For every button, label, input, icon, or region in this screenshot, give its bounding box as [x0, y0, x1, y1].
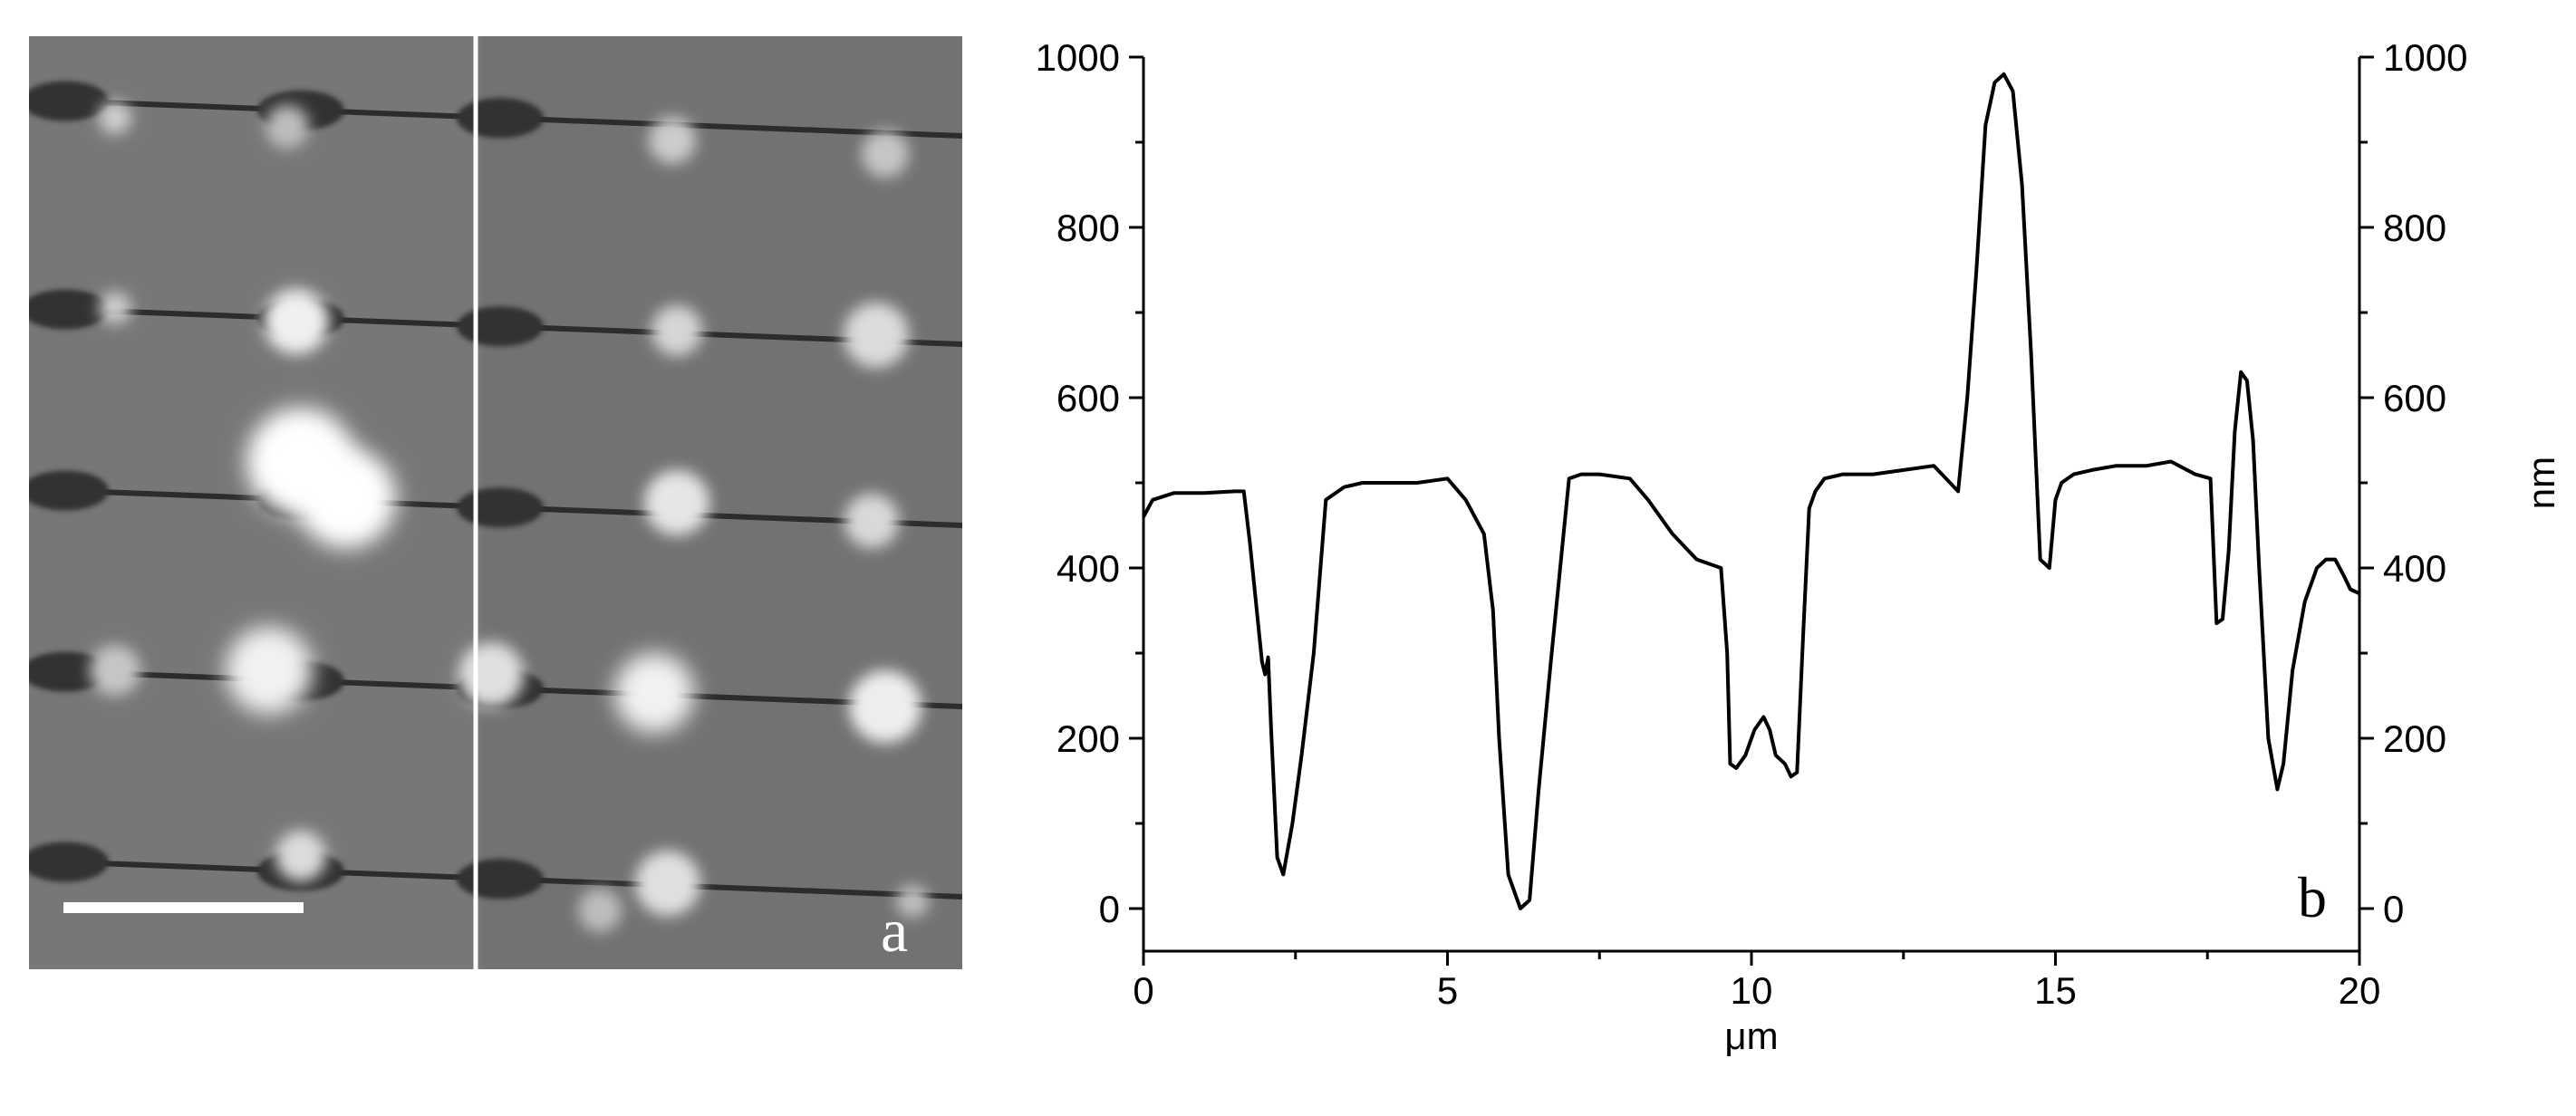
afm-dark-node	[29, 81, 109, 121]
afm-dark-node	[457, 859, 544, 900]
afm-particle	[635, 851, 700, 916]
afm-particle	[649, 117, 696, 164]
afm-particle	[275, 831, 326, 881]
afm-dark-node	[29, 470, 109, 511]
afm-dark-node	[29, 842, 109, 882]
afm-dark-node	[457, 306, 544, 347]
afm-particle	[862, 130, 909, 178]
afm-particle	[614, 653, 694, 733]
afm-particle	[844, 303, 909, 368]
afm-dark-node	[457, 487, 544, 528]
x-tick-label: 15	[2034, 969, 2077, 1012]
afm-dark-node	[29, 289, 109, 330]
left-y-tick-label: 600	[1056, 377, 1120, 419]
afm-particle	[296, 448, 396, 548]
afm-particle	[264, 289, 329, 354]
right-y-tick-label: 400	[2383, 547, 2446, 590]
panel-letter-b: b	[2298, 865, 2327, 929]
afm-particle	[651, 305, 702, 356]
afm-particle	[265, 105, 309, 149]
x-tick-label: 10	[1731, 969, 1773, 1012]
afm-dark-node	[457, 98, 544, 139]
x-axis-label: μm	[1724, 1015, 1778, 1057]
afm-image-panel: a	[29, 36, 962, 969]
afm-particles	[90, 101, 929, 932]
x-tick-label: 0	[1133, 969, 1153, 1012]
left-y-tick-label: 800	[1056, 207, 1120, 249]
right-y-tick-label: 200	[2383, 717, 2446, 760]
afm-image: a	[29, 36, 962, 969]
afm-particle	[844, 494, 899, 548]
left-y-tick-label: 0	[1099, 888, 1120, 930]
afm-particle	[99, 101, 131, 134]
x-tick-label: 20	[2339, 969, 2381, 1012]
panel-letter-a: a	[881, 896, 908, 965]
scale-bar	[63, 902, 304, 913]
afm-dark-node	[29, 651, 109, 692]
afm-particle	[226, 627, 313, 714]
right-y-tick-label: 0	[2383, 888, 2404, 930]
right-y-axis-label: nm	[2520, 457, 2562, 509]
left-y-tick-label: 1000	[1036, 36, 1120, 79]
height-profile-line	[1142, 72, 2360, 910]
right-y-tick-label: 800	[2383, 207, 2446, 249]
afm-particle	[849, 670, 921, 743]
afm-particle	[644, 470, 709, 535]
afm-particle	[99, 292, 131, 324]
afm-particle	[90, 645, 140, 696]
right-y-tick-label: 1000	[2383, 36, 2467, 79]
chart-ticks	[1129, 55, 2374, 966]
afm-particle	[896, 885, 929, 918]
left-y-tick-label: 200	[1056, 717, 1120, 760]
x-tick-label: 5	[1437, 969, 1458, 1012]
right-y-tick-label: 600	[2383, 377, 2446, 419]
left-y-tick-label: 400	[1056, 547, 1120, 590]
afm-particle	[578, 889, 622, 932]
